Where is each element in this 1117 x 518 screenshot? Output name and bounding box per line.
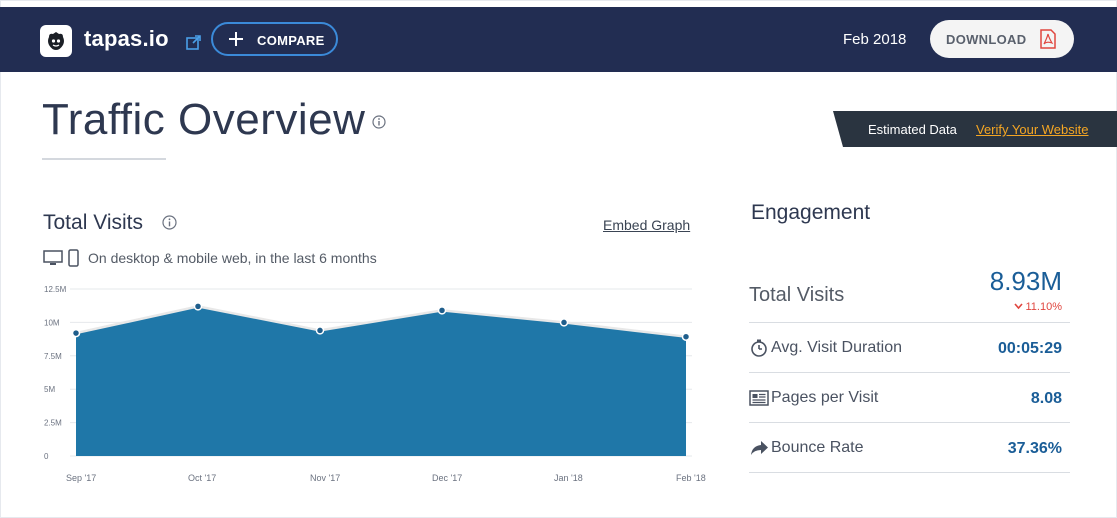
x-tick-label: Feb '18 — [676, 473, 706, 483]
info-icon[interactable] — [162, 215, 177, 230]
download-label: DOWNLOAD — [946, 32, 1027, 47]
total-visits-change-value: 11.10% — [1025, 301, 1063, 313]
info-icon[interactable] — [372, 115, 386, 129]
data-point[interactable] — [71, 328, 81, 338]
y-tick-label: 5M — [44, 385, 55, 394]
pdf-icon — [1040, 29, 1056, 49]
desktop-mobile-icon — [43, 249, 79, 267]
avg-visit-duration-label: Avg. Visit Duration — [771, 339, 903, 356]
engagement-duration-row: Avg. Visit Duration 00:05:29 — [749, 322, 1070, 373]
plus-icon — [229, 32, 243, 46]
total-visits-heading: Total Visits — [43, 211, 143, 234]
chart-x-ticks: Sep '17 Oct '17 Nov '17 Dec '17 Jan '18 Feb '… — [66, 473, 706, 483]
external-link-icon[interactable] — [186, 35, 201, 50]
site-name[interactable]: tapas.io — [84, 26, 169, 51]
data-point[interactable] — [193, 302, 203, 311]
chart-y-ticks: 0 2.5M 5M 7.5M 10M 12.5M — [44, 285, 67, 461]
chevron-down-icon — [1013, 303, 1023, 310]
x-tick-label: Sep '17 — [66, 473, 96, 483]
pages-per-visit-label: Pages per Visit — [771, 389, 879, 406]
visits-line — [75, 305, 687, 338]
engagement-bounce-row: Bounce Rate 37.36% — [749, 422, 1070, 473]
total-visits-chart: 0 2.5M 5M 7.5M 10M 12.5M Sep '17 Oct '17 Nov '1… — [44, 285, 706, 483]
bounce-arrow-icon — [751, 441, 768, 455]
title-divider — [42, 158, 166, 160]
engagement-heading: Engagement — [751, 201, 871, 224]
avg-visit-duration-value: 00:05:29 — [997, 340, 1062, 357]
total-visits-change: 11.10% — [1013, 301, 1063, 313]
data-point[interactable] — [681, 332, 691, 341]
data-point[interactable] — [437, 306, 447, 315]
x-tick-label: Jan '18 — [554, 473, 583, 483]
bounce-rate-value: 37.36% — [1007, 440, 1062, 457]
y-tick-label: 12.5M — [44, 285, 67, 294]
chart-points-layer — [71, 302, 691, 341]
y-tick-label: 7.5M — [44, 352, 62, 361]
x-tick-label: Nov '17 — [310, 473, 340, 483]
visits-subtitle: On desktop & mobile web, in the last 6 m… — [88, 250, 377, 266]
top-bar: tapas.io COMPARE Feb 2018 DOWNLOAD — [0, 7, 1117, 72]
pages-icon — [749, 390, 769, 406]
total-visits-value: 8.93M — [989, 266, 1062, 296]
tapas-logo-icon[interactable] — [40, 25, 72, 57]
y-tick-label: 0 — [44, 452, 49, 461]
embed-graph-link[interactable]: Embed Graph — [603, 217, 691, 233]
x-tick-label: Dec '17 — [432, 473, 462, 483]
engagement-total-visits-row: Total Visits 8.93M 11.10% — [749, 262, 1070, 323]
bounce-rate-label: Bounce Rate — [771, 439, 864, 456]
date-selector[interactable]: Feb 2018 — [843, 31, 907, 48]
x-tick-label: Oct '17 — [188, 473, 216, 483]
total-visits-label: Total Visits — [749, 284, 845, 306]
data-point[interactable] — [315, 326, 325, 335]
y-tick-label: 2.5M — [44, 419, 62, 428]
logo-face-icon — [48, 32, 64, 50]
estimated-data-label: Estimated Data — [868, 122, 957, 137]
page-title: Traffic Overview — [42, 95, 366, 144]
compare-label: COMPARE — [257, 33, 325, 48]
download-button[interactable]: DOWNLOAD — [930, 20, 1074, 58]
compare-button[interactable]: COMPARE — [211, 22, 338, 56]
chart-area-layer — [75, 305, 687, 456]
verify-website-link[interactable]: Verify Your Website — [976, 122, 1089, 137]
y-tick-label: 10M — [44, 318, 60, 327]
data-point[interactable] — [559, 318, 569, 327]
stopwatch-icon — [751, 339, 767, 357]
visits-area — [76, 306, 686, 456]
pages-per-visit-value: 8.08 — [1030, 390, 1062, 407]
estimated-data-banner: Estimated Data Verify Your Website — [833, 111, 1117, 147]
engagement-pages-row: Pages per Visit 8.08 — [749, 372, 1070, 423]
